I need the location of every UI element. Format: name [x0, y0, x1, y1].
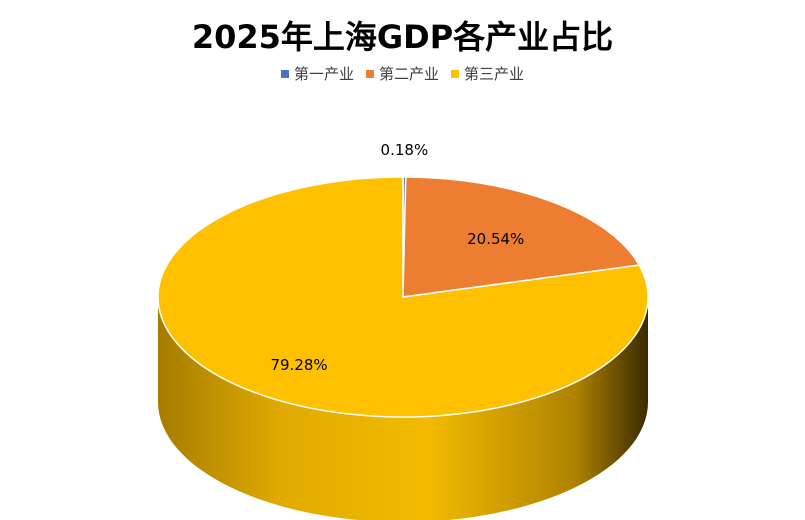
pie-side-wall — [158, 297, 648, 520]
legend-swatch-tertiary — [451, 69, 459, 78]
data-label-secondary: 20.54% — [467, 230, 524, 248]
legend: 第一产业 第二产业 第三产业 — [0, 63, 805, 84]
legend-item-tertiary: 第三产业 — [451, 63, 524, 84]
legend-swatch-secondary — [365, 69, 374, 78]
data-label-primary: 0.18% — [381, 141, 429, 159]
data-label-tertiary: 79.28% — [270, 356, 327, 374]
legend-item-primary: 第一产业 — [280, 63, 354, 84]
slice-secondary — [402, 176, 640, 298]
legend-item-secondary: 第二产业 — [365, 63, 439, 84]
legend-label-primary: 第一产业 — [293, 65, 354, 83]
legend-label-secondary: 第二产业 — [378, 65, 439, 83]
slice-tertiary — [157, 176, 649, 418]
chart-title: 2025年上海GDP各产业占比 — [191, 18, 614, 56]
legend-label-tertiary: 第三产业 — [464, 65, 525, 83]
legend-swatch-primary — [280, 69, 289, 78]
